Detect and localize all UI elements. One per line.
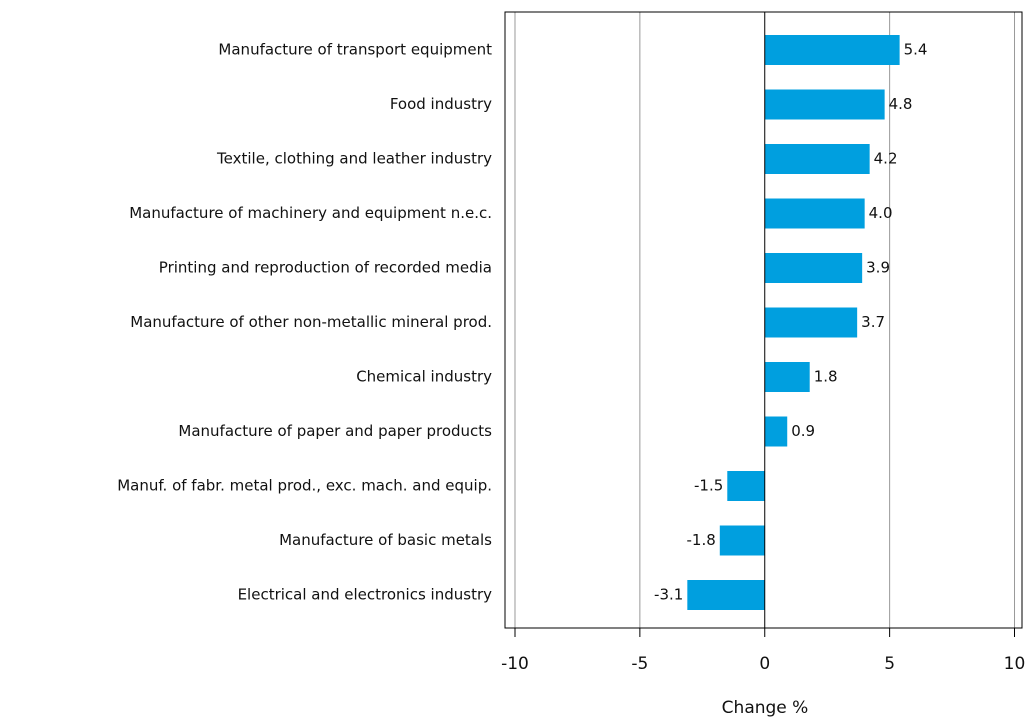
bar — [764, 89, 885, 120]
y-tick-label: Manuf. of fabr. metal prod., exc. mach. … — [117, 477, 492, 495]
bar — [764, 416, 788, 447]
x-tick-label: -5 — [631, 654, 648, 674]
value-label: 4.0 — [869, 204, 893, 222]
y-tick-label: Manufacture of transport equipment — [218, 41, 492, 59]
value-label: 4.2 — [874, 150, 898, 168]
y-tick-label: Manufacture of other non-metallic minera… — [130, 313, 492, 331]
bar — [764, 307, 858, 338]
value-label: -3.1 — [654, 586, 683, 604]
value-label: 3.7 — [861, 313, 885, 331]
value-label: 0.9 — [791, 422, 815, 440]
x-tick-label: 10 — [1004, 654, 1026, 674]
bar — [764, 198, 865, 229]
x-axis-label: Change % — [722, 698, 809, 718]
y-tick-label: Food industry — [390, 95, 492, 113]
value-label: 5.4 — [904, 41, 928, 59]
bar — [764, 144, 870, 174]
y-tick-label: Chemical industry — [356, 368, 492, 386]
value-label: -1.5 — [694, 477, 723, 495]
value-label: -1.8 — [687, 531, 716, 549]
y-tick-label: Electrical and electronics industry — [238, 586, 493, 604]
plot-frame — [504, 11, 1023, 629]
x-tick-label: 5 — [884, 654, 895, 674]
y-tick-label: Manufacture of basic metals — [279, 531, 492, 549]
y-tick-label: Manufacture of machinery and equipment n… — [129, 204, 492, 222]
bar — [764, 362, 810, 392]
value-label: 4.8 — [889, 95, 913, 113]
bar — [727, 471, 765, 501]
x-tick-label: 0 — [759, 654, 770, 674]
bar — [687, 580, 765, 610]
y-tick-label: Printing and reproduction of recorded me… — [159, 259, 492, 277]
value-label: 3.9 — [866, 259, 890, 277]
value-label: 1.8 — [814, 368, 838, 386]
bar — [764, 253, 863, 283]
bar — [764, 35, 900, 65]
x-tick-label: -10 — [501, 654, 529, 674]
y-tick-label: Textile, clothing and leather industry — [216, 150, 492, 168]
bar — [719, 525, 765, 556]
y-tick-label: Manufacture of paper and paper products — [178, 422, 492, 440]
